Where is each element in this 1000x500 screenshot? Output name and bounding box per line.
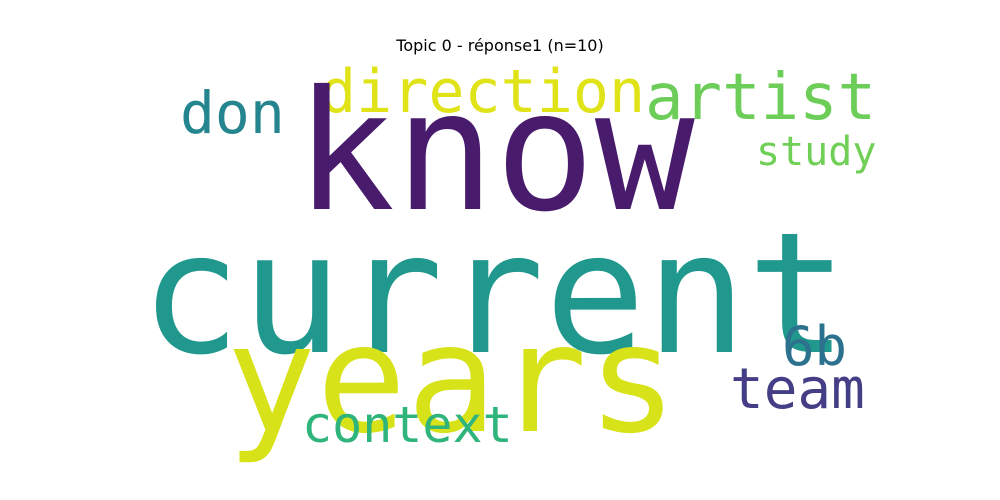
word-artist: artist [645, 61, 877, 135]
word-know: know [295, 56, 695, 249]
word-6b: 6b [782, 315, 848, 378]
word-team: team [730, 357, 865, 422]
chart-title: Topic 0 - réponse1 (n=10) [396, 36, 604, 55]
word-context: context [302, 396, 513, 454]
word-direction: direction [320, 57, 646, 127]
word-current: current [140, 196, 849, 392]
word-years: years [226, 293, 678, 467]
word-don: don [180, 79, 285, 147]
word-cloud: don direction artist study know current … [130, 60, 890, 460]
word-study: study [756, 129, 877, 175]
